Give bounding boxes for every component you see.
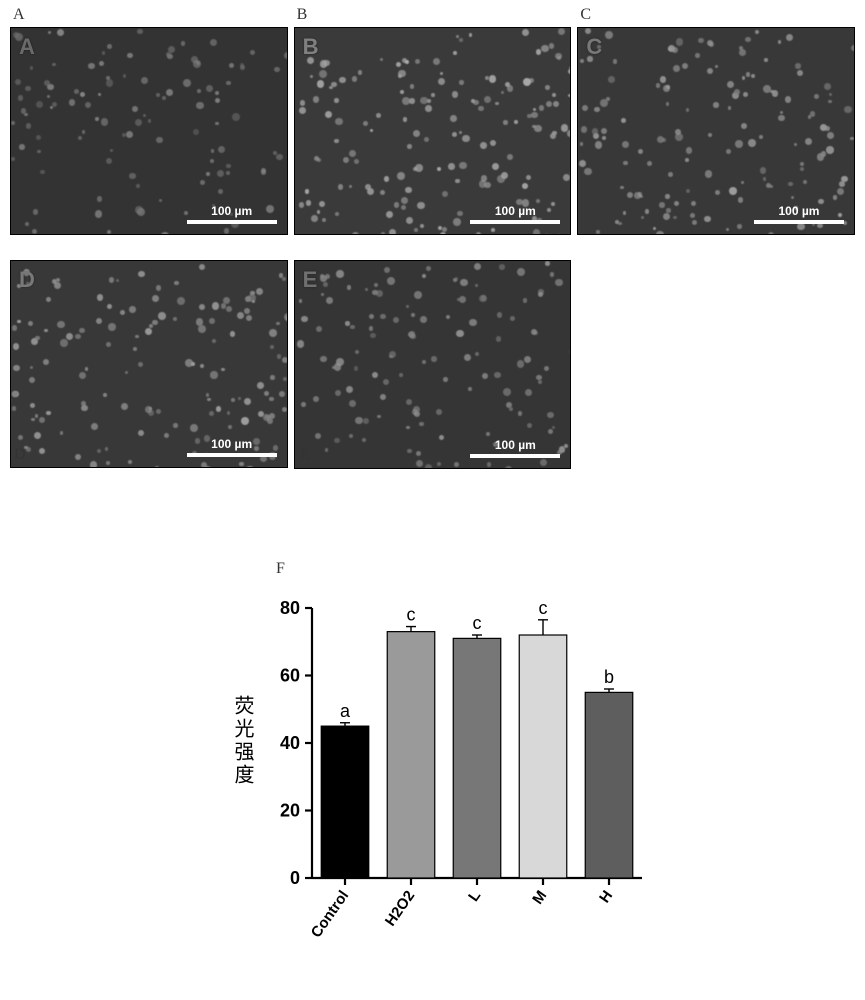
micrograph-image: D 100 µm [10, 260, 288, 468]
panel-label-inner: E [303, 267, 318, 293]
svg-text:M: M [529, 888, 550, 908]
scale-bar-line [470, 454, 560, 458]
svg-text:H: H [596, 888, 616, 907]
micrograph-image: B 100 µm [294, 27, 572, 235]
panel-label-outer [297, 239, 572, 257]
scale-bar-line [754, 220, 844, 224]
scale-bar-label: 100 µm [495, 204, 536, 218]
panel-C: CC 100 µm [577, 6, 855, 235]
scale-bar-label: 100 µm [495, 438, 536, 452]
scale-bar: 100 µm [187, 437, 277, 457]
panel-label-inner: C [586, 34, 602, 60]
svg-text:40: 40 [280, 733, 300, 753]
chart-panel-label: F [276, 560, 285, 578]
svg-text:c: c [473, 613, 482, 633]
panel-label-inner: D [19, 267, 35, 293]
panel-A: AA 100 µm [10, 6, 288, 235]
svg-text:60: 60 [280, 666, 300, 686]
micrograph-grid: AA 100 µm BB 100 µm CC 100 µm D 100 µm E 100 µm [0, 0, 865, 469]
scale-bar: 100 µm [470, 204, 560, 224]
scale-bar-label: 100 µm [211, 204, 252, 218]
svg-text:L: L [465, 888, 484, 905]
scale-bar-line [187, 220, 277, 224]
micrograph-image: C 100 µm [577, 27, 855, 235]
micrograph-image: A 100 µm [10, 27, 288, 235]
scale-bar: 100 µm [187, 204, 277, 224]
svg-text:c: c [407, 605, 416, 625]
scale-bar-line [470, 220, 560, 224]
svg-text:0: 0 [290, 868, 300, 888]
panel-label-outer: A [13, 6, 288, 24]
panel-B: BB 100 µm [294, 6, 572, 235]
svg-text:20: 20 [280, 801, 300, 821]
chart-svg: 0 20 40 60 80 a Control c H2O2 c Lc Mb H [220, 590, 662, 968]
svg-text:b: b [604, 667, 614, 687]
panel-label-inner: B [303, 34, 319, 60]
panel-label-D-outer: D [14, 446, 26, 464]
panel-label-inner: A [19, 34, 35, 60]
panel-E: E 100 µm [294, 239, 572, 468]
scale-bar: 100 µm [470, 438, 560, 458]
scale-bar-label: 100 µm [211, 437, 252, 451]
svg-text:80: 80 [280, 598, 300, 618]
panel-D: D 100 µm [10, 239, 288, 468]
panel-label-outer: B [297, 6, 572, 24]
svg-text:c: c [539, 598, 548, 618]
svg-text:Control: Control [308, 888, 353, 941]
panel-label-E-outer: E [300, 446, 310, 464]
bar-chart: F 荧光强度 020406080aControlcH2O2cLcMbH [220, 560, 680, 990]
scale-bar-label: 100 µm [779, 204, 820, 218]
panel-label-outer [13, 239, 288, 257]
micrograph-image: E 100 µm [294, 260, 572, 468]
svg-text:H2O2: H2O2 [382, 888, 418, 930]
scale-bar-line [187, 453, 277, 457]
scale-bar: 100 µm [754, 204, 844, 224]
panel-label-outer: C [580, 6, 855, 24]
svg-text:a: a [340, 701, 351, 721]
